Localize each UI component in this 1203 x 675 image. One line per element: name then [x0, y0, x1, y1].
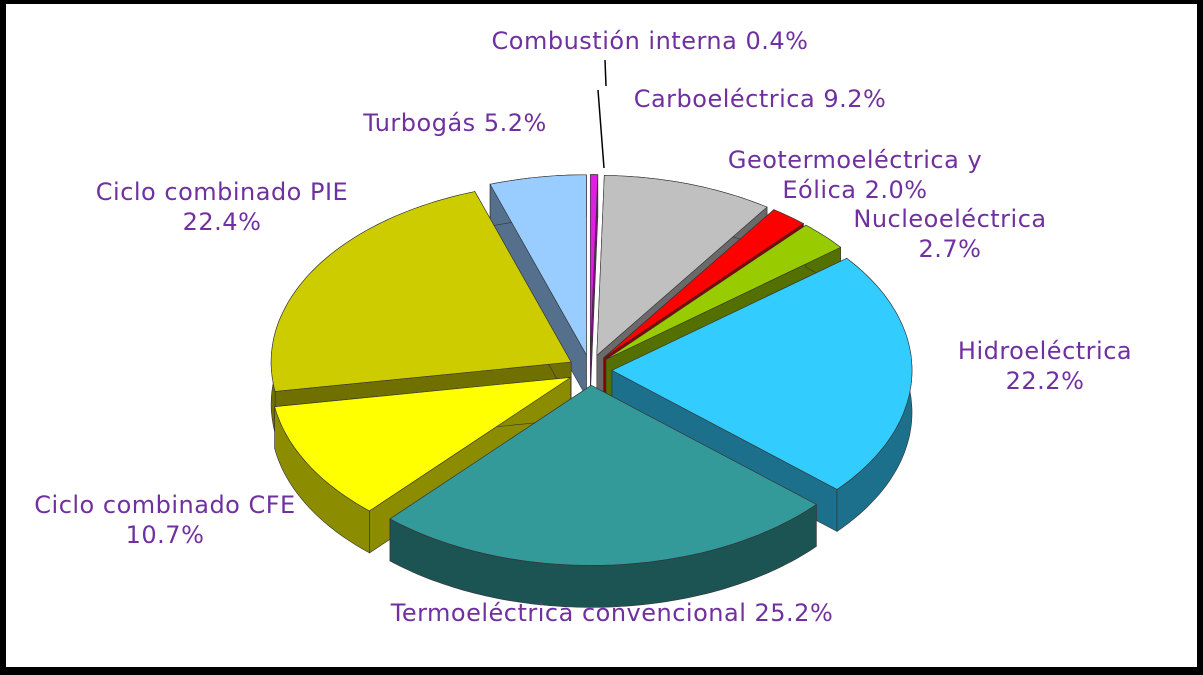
slice-label: Geotermoeléctrica y Eólica 2.0% — [705, 145, 1005, 205]
category-name: Geotermoeléctrica y Eólica — [727, 146, 983, 204]
slice-label: Carboeléctrica 9.2% — [560, 84, 960, 114]
slice-label: Nucleoeléctrica 2.7% — [825, 204, 1075, 264]
slice-label: Ciclo combinado PIE 22.4% — [87, 177, 357, 237]
value-label: 22.4% — [182, 208, 262, 236]
category-name: Nucleoeléctrica — [853, 205, 1047, 233]
value-label: 9.2% — [823, 85, 887, 113]
slice — [270, 191, 572, 392]
value-label: 2.7% — [918, 235, 982, 263]
slice-label: Turbogás 5.2% — [295, 108, 615, 138]
category-name: Turbogás — [363, 109, 476, 137]
leader-line — [597, 89, 605, 169]
category-name: Combustión interna — [491, 27, 738, 55]
slice-label: Termoeléctrica convencional 25.2% — [377, 598, 847, 628]
value-label: 0.4% — [745, 27, 809, 55]
slice — [605, 224, 842, 360]
slice — [489, 174, 587, 356]
value-label: 22.2% — [1005, 367, 1085, 395]
slice — [611, 257, 913, 490]
slice — [274, 377, 571, 512]
value-label: 5.2% — [483, 109, 547, 137]
category-name: Ciclo combinado PIE — [95, 178, 349, 206]
slice — [590, 174, 599, 355]
category-name: Ciclo combinado CFE — [34, 491, 296, 519]
slice-label: Combustión interna 0.4% — [390, 26, 910, 56]
slice — [389, 385, 817, 566]
value-label: 25.2% — [754, 599, 834, 627]
category-name: Carboeléctrica — [633, 85, 816, 113]
category-name: Hidroeléctrica — [957, 337, 1133, 365]
slice — [603, 209, 804, 359]
value-label: 2.0% — [864, 176, 928, 204]
category-name: Termoeléctrica convencional — [390, 599, 747, 627]
leader-line — [604, 59, 607, 87]
slice-label: Ciclo combinado CFE 10.7% — [30, 490, 300, 550]
slice-label: Hidroeléctrica 22.2% — [930, 336, 1160, 396]
value-label: 10.7% — [125, 521, 205, 549]
slice — [596, 175, 768, 357]
